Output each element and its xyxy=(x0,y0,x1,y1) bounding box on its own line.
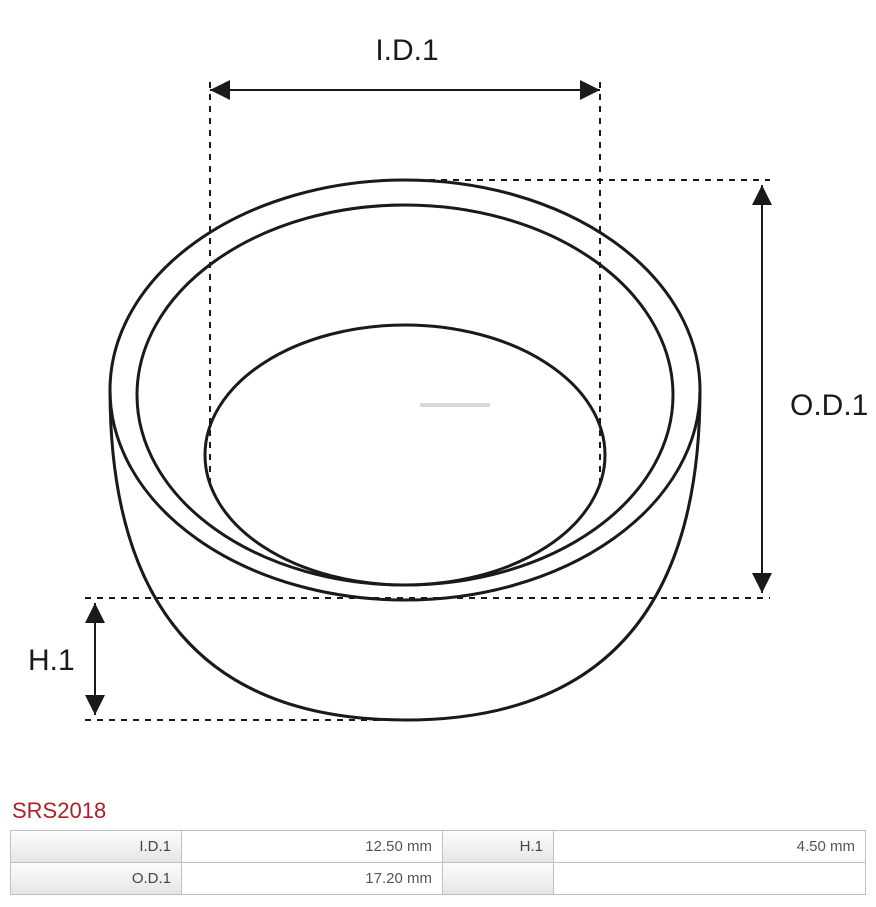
id1-label: I.D.1 xyxy=(375,34,438,67)
table-row: O.D.1 17.20 mm xyxy=(11,863,865,894)
spec-label: O.D.1 xyxy=(11,863,181,894)
od1-label: O.D.1 xyxy=(790,389,868,422)
spec-value: 12.50 mm xyxy=(182,831,442,862)
spec-label: I.D.1 xyxy=(11,831,181,862)
dimension-diagram: I.D.1 O.D.1 H.1 xyxy=(0,0,876,790)
spec-value: 4.50 mm xyxy=(554,831,865,862)
spec-label: H.1 xyxy=(443,831,553,862)
table-row: I.D.1 12.50 mm H.1 4.50 mm xyxy=(11,831,865,862)
h1-label: H.1 xyxy=(28,644,75,677)
spec-value: 17.20 mm xyxy=(182,863,442,894)
spec-table: I.D.1 12.50 mm H.1 4.50 mm O.D.1 17.20 m… xyxy=(10,830,866,895)
spec-label xyxy=(443,863,553,894)
product-code: SRS2018 xyxy=(0,790,876,830)
spec-value xyxy=(554,863,865,894)
